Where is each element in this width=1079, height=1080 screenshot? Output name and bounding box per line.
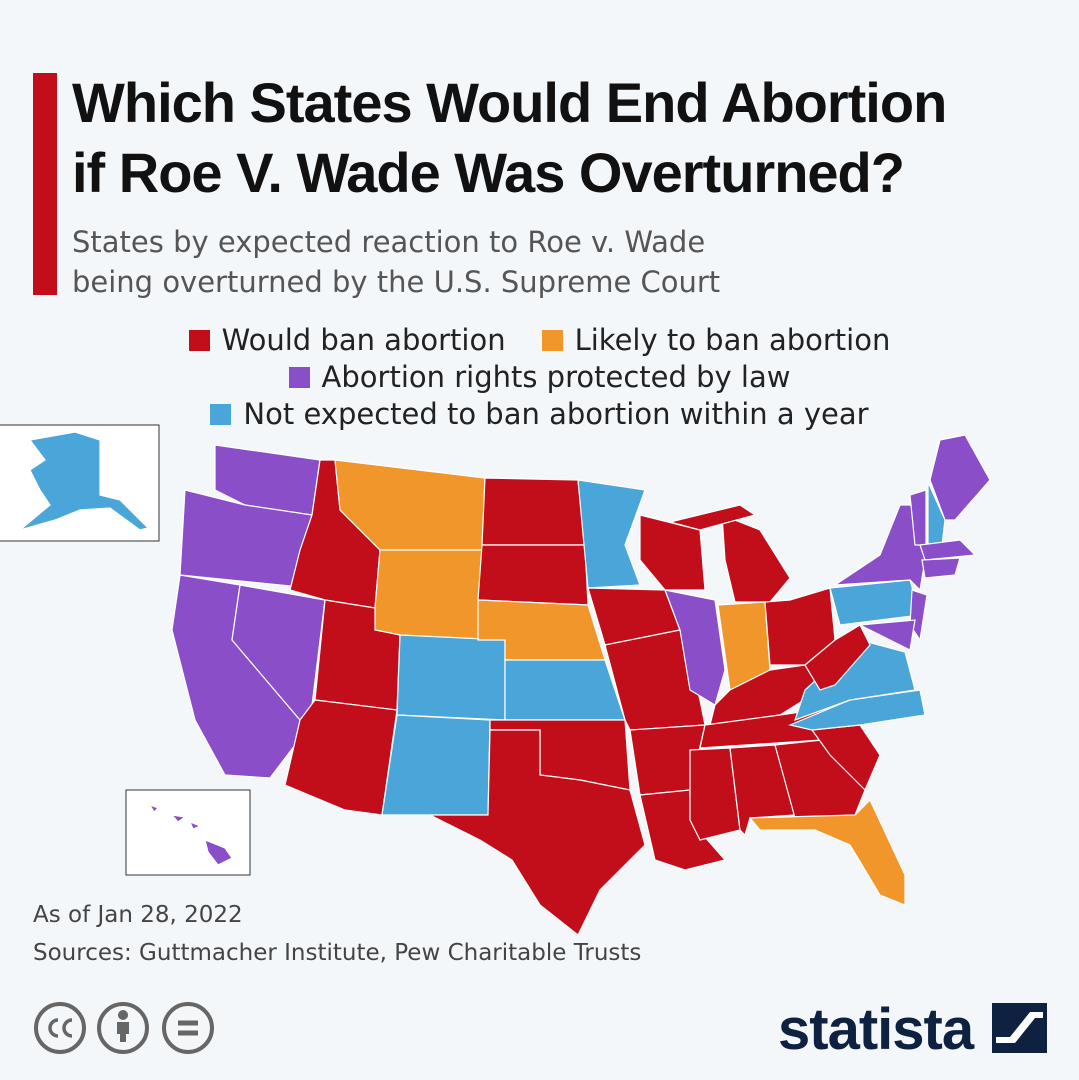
state xyxy=(721,514,791,603)
state xyxy=(669,504,757,531)
state xyxy=(929,434,991,521)
legend-item: Not expected to ban abortion within a ye… xyxy=(210,396,869,433)
subtitle: States by expected reaction to Roe v. Wa… xyxy=(72,222,720,302)
state xyxy=(477,544,589,606)
state xyxy=(381,714,491,816)
legend-swatch xyxy=(288,367,310,388)
state xyxy=(188,820,202,830)
accent-bar xyxy=(33,73,57,295)
subtitle-line: being overturned by the U.S. Supreme Cou… xyxy=(72,265,721,299)
title-line: if Roe V. Wade Was Overturned? xyxy=(72,141,905,204)
legend-item: Likely to ban abortion xyxy=(541,322,891,359)
state xyxy=(774,739,866,819)
legend-row: Abortion rights protected by law xyxy=(0,359,1079,396)
state xyxy=(396,634,506,721)
state xyxy=(481,477,586,546)
title: Which States Would End Abortion if Roe V… xyxy=(72,68,947,208)
state xyxy=(577,479,646,589)
legend-row: Would ban abortion Likely to ban abortion xyxy=(0,322,1079,359)
subtitle-line: States by expected reaction to Roe v. Wa… xyxy=(72,225,706,259)
legend-swatch xyxy=(188,330,210,351)
state xyxy=(170,814,187,823)
brand: statista xyxy=(778,997,974,1062)
state xyxy=(857,619,916,651)
legend-label: Would ban abortion xyxy=(221,323,506,357)
state xyxy=(748,798,906,906)
sources: Sources: Guttmacher Institute, Pew Chari… xyxy=(33,940,642,966)
state xyxy=(148,803,160,813)
state xyxy=(921,557,961,579)
legend: Would ban abortion Likely to ban abortion… xyxy=(0,322,1079,433)
legend-label: Abortion rights protected by law xyxy=(321,360,791,394)
legend-swatch xyxy=(541,330,563,351)
legend-row: Not expected to ban abortion within a ye… xyxy=(0,396,1079,433)
state xyxy=(919,539,977,561)
note: As of Jan 28, 2022 xyxy=(33,902,243,928)
state xyxy=(804,624,871,691)
legend-item: Abortion rights protected by law xyxy=(288,359,791,396)
state xyxy=(204,839,233,866)
legend-label: Likely to ban abortion xyxy=(574,323,891,357)
legend-swatch xyxy=(210,404,232,425)
title-line: Which States Would End Abortion xyxy=(72,71,947,134)
legend-item: Would ban abortion xyxy=(188,322,506,359)
hawaii-inset xyxy=(125,789,251,876)
state xyxy=(284,699,398,816)
state xyxy=(689,747,741,841)
state xyxy=(374,549,483,641)
state xyxy=(504,659,626,721)
state xyxy=(429,729,646,936)
legend-label: Not expected to ban abortion within a ye… xyxy=(243,397,869,431)
state xyxy=(832,504,926,592)
state xyxy=(829,579,921,626)
state xyxy=(19,431,150,531)
